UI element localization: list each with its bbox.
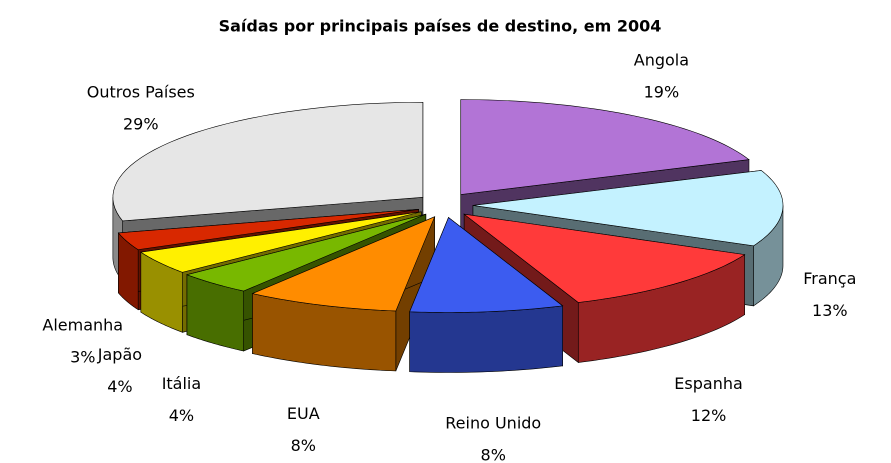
slice-value-label: 13% — [812, 301, 848, 320]
slice-label: França — [803, 269, 856, 288]
slice-value-label: 12% — [691, 406, 727, 425]
slice-top — [460, 99, 750, 195]
slice-top — [140, 211, 422, 273]
slice-label: Itália — [162, 374, 202, 393]
slice — [409, 216, 564, 373]
slice-top — [472, 170, 784, 247]
slice-label: EUA — [287, 404, 320, 423]
slice-value-label: 3% — [70, 347, 95, 366]
slice-value-label: 29% — [123, 115, 159, 134]
slice-side — [409, 305, 563, 373]
slice-label: Outros Países — [87, 83, 195, 102]
slice-top — [463, 213, 746, 303]
slice-value-label: 4% — [107, 377, 132, 396]
slice-label: Reino Unido — [445, 413, 541, 432]
slice-top — [117, 208, 419, 251]
slice-label: Alemanha — [42, 315, 123, 334]
chart-title: Saídas por principais países de destino,… — [219, 17, 662, 36]
slice-label: Angola — [634, 50, 689, 69]
slice — [251, 216, 436, 372]
slice-label: Espanha — [674, 374, 743, 393]
slice-top — [409, 217, 564, 313]
slice-label: Japão — [97, 345, 142, 364]
slice-value-label: 8% — [481, 445, 506, 463]
slice-top — [251, 216, 436, 312]
slice-value-label: 19% — [644, 82, 680, 101]
slice-top — [185, 213, 426, 292]
slice-value-label: 8% — [291, 436, 316, 455]
slice-top — [112, 101, 424, 222]
slice-value-label: 4% — [169, 406, 194, 425]
